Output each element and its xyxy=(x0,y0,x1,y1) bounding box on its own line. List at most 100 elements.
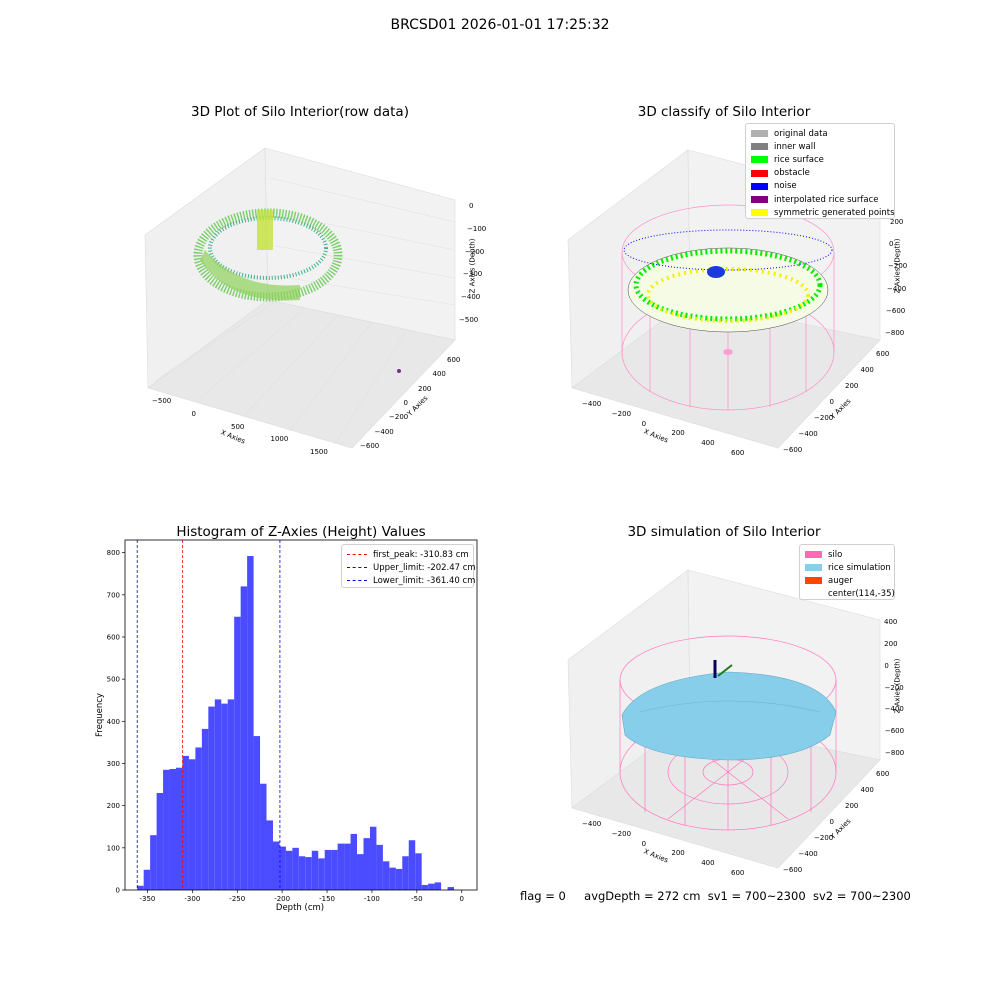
z-tick-label: −500 xyxy=(459,316,479,324)
legend-swatch xyxy=(805,551,822,559)
histogram-bar xyxy=(395,868,403,890)
histogram-bar xyxy=(253,736,261,890)
classify-surface xyxy=(627,247,829,333)
simulation-plot-title: 3D simulation of Silo Interior xyxy=(627,524,821,540)
z-tick-label: 0 xyxy=(469,202,474,210)
z-tick-label: 400 xyxy=(884,618,898,626)
classify-noise-cluster xyxy=(707,266,725,278)
x-tick-label: 0 xyxy=(641,839,647,848)
classify-symmetric-points xyxy=(646,267,810,323)
x-tick-label: −200 xyxy=(611,409,632,418)
status-avg-depth: avgDepth = 272 cm xyxy=(584,889,701,903)
histogram-bar xyxy=(182,755,189,890)
status-flag: flag = 0 xyxy=(520,889,566,903)
figure-suptitle: BRCSD01 2026-01-01 17:25:32 xyxy=(390,17,610,33)
z-axis-label: Z Axies (Depth) xyxy=(468,238,477,294)
legend-label: inner wall xyxy=(774,141,816,152)
histogram-vlines xyxy=(136,540,281,890)
x-tick-label: −200 xyxy=(611,829,632,838)
z-tick-label: −800 xyxy=(885,329,905,337)
z-tick-label: −400 xyxy=(887,284,907,293)
histogram-bar xyxy=(292,847,299,890)
z-tick-label: 0 xyxy=(884,661,889,670)
legend-label: first_peak: -310.83 cm xyxy=(373,549,469,560)
legend-label: symmetric generated points xyxy=(774,207,895,218)
histogram-y-tick-label: 800 xyxy=(107,549,120,557)
y-tick-label: −400 xyxy=(798,430,818,438)
legend-label: obstacle xyxy=(774,168,810,179)
legend-label: original data xyxy=(774,128,828,139)
histogram-bar xyxy=(285,850,293,890)
y-tick-label: 200 xyxy=(845,382,859,390)
z-axis-label: Z Axies (Depth) xyxy=(893,658,902,714)
legend-label: rice simulation xyxy=(828,562,891,573)
x-tick-label: 200 xyxy=(671,849,685,858)
histogram-bar xyxy=(240,586,248,890)
histogram-bar xyxy=(357,854,364,890)
y-tick-label: 200 xyxy=(418,384,432,393)
histogram-bar xyxy=(156,793,164,890)
classify-rice-surface xyxy=(633,248,823,322)
legend-label: interpolated rice surface xyxy=(774,194,879,205)
histogram-bar xyxy=(214,699,222,890)
z-axis-label: Z Axies (Depth) xyxy=(893,238,902,294)
histogram-x-tick-label: -250 xyxy=(229,895,245,903)
x-tick-label: 500 xyxy=(231,422,245,431)
histogram-y-tick-label: 300 xyxy=(107,760,120,768)
simulation-3d-axes xyxy=(567,569,881,869)
histogram-bar xyxy=(227,699,235,890)
histogram-bar xyxy=(150,835,157,890)
z-tick-label: −400 xyxy=(461,293,481,302)
legend-swatch xyxy=(805,591,822,598)
histogram-bar xyxy=(389,867,396,890)
histogram-y-tick-label: 700 xyxy=(107,591,120,599)
x-tick-label: −400 xyxy=(582,820,602,828)
legend-entry: symmetric generated points xyxy=(751,206,895,219)
legend-entry: center(114,-35) xyxy=(805,588,895,601)
histogram-ylabel: Frequency xyxy=(95,693,105,737)
z-tick-label: −300 xyxy=(463,270,483,279)
legend-entry: auger xyxy=(805,574,889,587)
histogram-frame xyxy=(124,539,478,891)
legend-line-swatch xyxy=(347,567,367,569)
raw-outlier-point xyxy=(397,369,401,373)
legend-entry: noise xyxy=(751,180,889,193)
histogram-bar xyxy=(188,759,196,890)
x-tick-label: 400 xyxy=(701,439,715,448)
y-tick-label: 0 xyxy=(403,399,408,407)
raw-point-cloud-front xyxy=(200,250,300,301)
histogram-bar xyxy=(428,883,435,890)
histogram-bar xyxy=(363,838,370,890)
y-tick-label: 600 xyxy=(876,350,890,358)
legend-entry: obstacle xyxy=(751,167,889,180)
histogram-bar xyxy=(376,844,383,890)
legend-entry: Upper_limit: -202.47 cm xyxy=(347,561,476,574)
histogram-y-tick-label: 500 xyxy=(107,676,120,684)
legend-label: Lower_limit: -361.40 cm xyxy=(373,575,476,586)
histogram-bar xyxy=(311,850,319,890)
legend-entry: rice simulation xyxy=(805,561,891,574)
y-tick-label: 600 xyxy=(876,770,890,778)
y-tick-label: −200 xyxy=(389,413,409,422)
histogram-bar xyxy=(369,826,377,890)
legend-entry: original data xyxy=(751,127,889,140)
histogram-x-tick-label: -300 xyxy=(184,895,200,903)
histogram-title: Histogram of Z-Axies (Height) Values xyxy=(176,524,426,540)
legend-entry: rice surface xyxy=(751,153,889,166)
z-tick-label: −600 xyxy=(884,727,905,736)
z-tick-label: −200 xyxy=(888,262,908,271)
legend-swatch xyxy=(751,143,768,151)
status-line: flag = 0 avgDepth = 272 cm sv1 = 700~230… xyxy=(520,889,911,903)
x-tick-label: 1500 xyxy=(310,448,328,456)
classify-pane-floor xyxy=(571,299,881,449)
histogram-bar xyxy=(272,841,280,890)
legend-label: auger xyxy=(828,575,853,586)
raw-pane-floor xyxy=(147,299,456,449)
histogram-x-ticks: -350 -300 -250 -200 -150 -100 -50 0 xyxy=(140,890,464,903)
histogram-bar xyxy=(279,846,286,890)
legend-swatch xyxy=(751,156,768,164)
histogram-legend: first_peak: -310.83 cm Upper_limit: -202.… xyxy=(341,544,476,588)
y-tick-label: −600 xyxy=(783,866,803,874)
histogram-y-tick-label: 400 xyxy=(107,718,120,726)
histogram-y-tick-label: 600 xyxy=(107,633,120,641)
